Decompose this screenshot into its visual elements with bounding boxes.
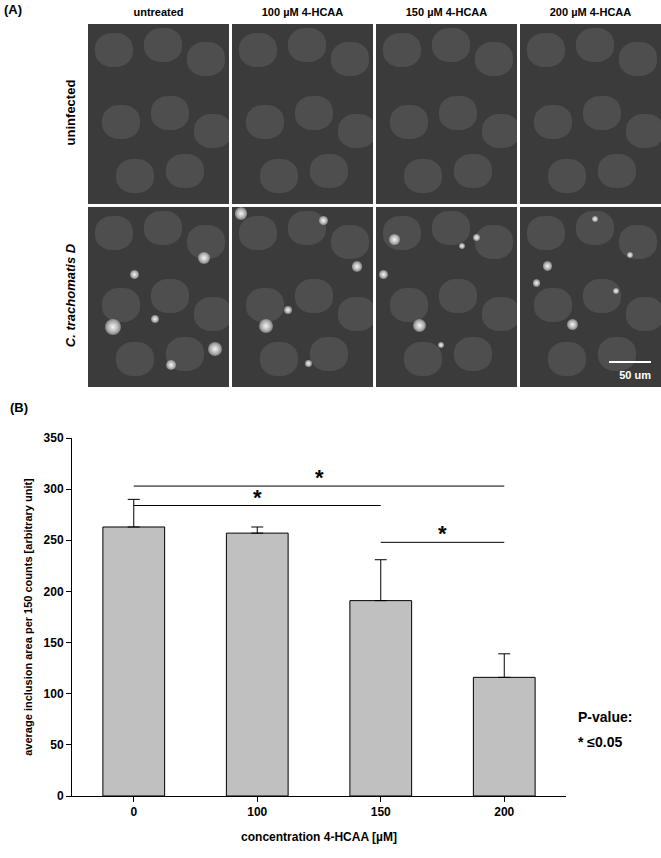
- svg-text:350: 350: [44, 431, 64, 445]
- svg-text:concentration 4-HCAA [µM]: concentration 4-HCAA [µM]: [241, 830, 397, 844]
- html-text:untreated: untreated: [133, 6, 184, 18]
- svg-text:300: 300: [44, 482, 64, 496]
- svg-text:P-value:: P-value:: [578, 709, 632, 725]
- svg-text:150: 150: [371, 805, 391, 819]
- svg-text:*: *: [253, 485, 262, 510]
- svg-text:150: 150: [44, 636, 64, 650]
- html-text:(A): (A): [4, 2, 22, 17]
- svg-text:0: 0: [130, 805, 137, 819]
- svg-text:*: *: [438, 521, 447, 546]
- html-text:uninfected: uninfected: [62, 79, 78, 146]
- html-text:50 um: 50 um: [619, 369, 651, 381]
- svg-text:200: 200: [44, 585, 64, 599]
- html-text:150 µM 4-HCAA: 150 µM 4-HCAA: [405, 6, 488, 18]
- svg-text:0: 0: [57, 789, 64, 803]
- svg-text:50: 50: [50, 738, 64, 752]
- svg-text:* ≤0.05: * ≤0.05: [578, 734, 622, 750]
- html-text:200 µM 4-HCAA: 200 µM 4-HCAA: [549, 6, 632, 18]
- svg-text:(B): (B): [10, 400, 28, 415]
- html-text:100 µM 4-HCAA: 100 µM 4-HCAA: [261, 6, 344, 18]
- html-text:C. trachomatis D: C. trachomatis D: [62, 243, 78, 348]
- svg-text:250: 250: [44, 533, 64, 547]
- svg-text:100: 100: [44, 687, 64, 701]
- svg-text:average inclusion area per 150: average inclusion area per 150 counts [a…: [22, 478, 34, 756]
- svg-text:200: 200: [494, 805, 514, 819]
- svg-text:100: 100: [247, 805, 267, 819]
- svg-text:*: *: [315, 465, 324, 490]
